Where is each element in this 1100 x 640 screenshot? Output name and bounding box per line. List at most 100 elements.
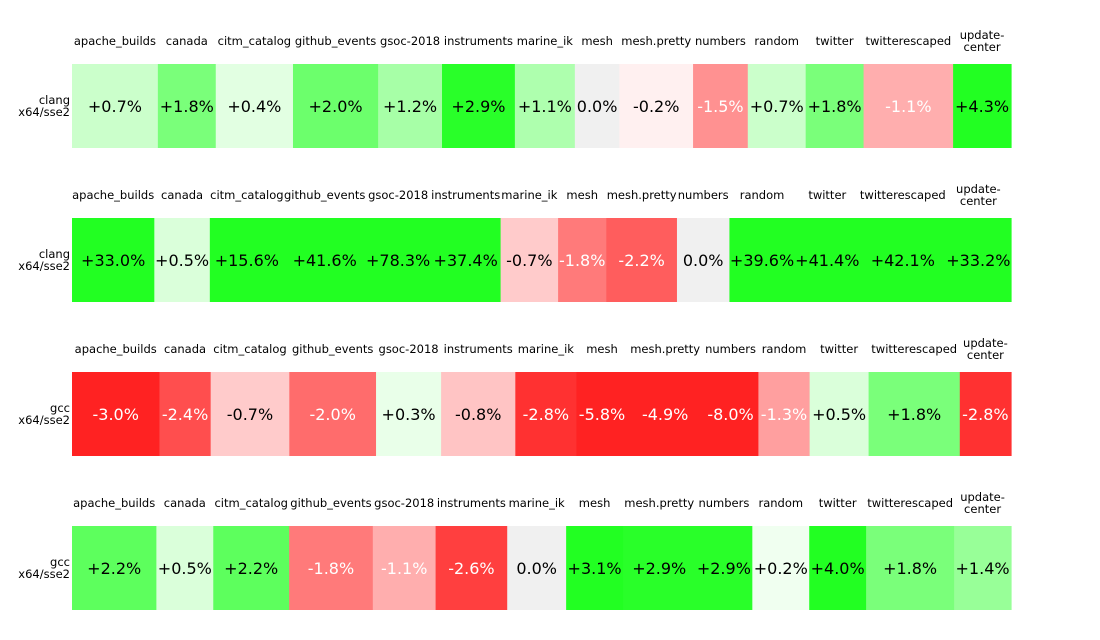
cell-value-label: -1.1% bbox=[381, 559, 427, 578]
column-header-label: twitter bbox=[819, 496, 857, 510]
column-header-label: mesh.pretty bbox=[621, 34, 691, 48]
column-header-label: citm_catalog bbox=[210, 188, 283, 202]
cell-value-label: -2.2% bbox=[618, 251, 664, 270]
heatmap-cell bbox=[378, 64, 443, 148]
row-label-line: x64/sse2 bbox=[18, 259, 70, 273]
heatmap-cell bbox=[729, 218, 796, 302]
cell-value-label: -3.0% bbox=[93, 405, 139, 424]
column-header-label: twitter bbox=[820, 342, 858, 356]
cell-value-label: +0.5% bbox=[812, 405, 866, 424]
cell-value-label: +0.7% bbox=[750, 97, 804, 116]
heatmap-cell bbox=[156, 526, 214, 610]
row-label-line: x64/sse2 bbox=[18, 567, 70, 581]
heatmap-cell bbox=[72, 526, 157, 610]
heatmap-cell bbox=[507, 526, 567, 610]
heatmap-cell bbox=[954, 526, 1012, 610]
column-header-label: github_events bbox=[292, 342, 373, 356]
cell-value-label: +0.5% bbox=[155, 251, 209, 270]
column-header-label: mesh bbox=[566, 188, 598, 202]
heatmap-cell bbox=[576, 372, 629, 456]
heatmap-cell bbox=[365, 218, 432, 302]
cell-value-label: -2.6% bbox=[448, 559, 494, 578]
heatmap-cell bbox=[442, 64, 516, 148]
cell-value-label: +78.3% bbox=[366, 251, 430, 270]
heatmap-cell bbox=[809, 526, 867, 610]
heatmap-cell bbox=[72, 64, 159, 148]
column-header-label: gsoc-2018 bbox=[374, 496, 434, 510]
row-label-line: clang bbox=[39, 93, 70, 107]
column-header-label: canada bbox=[166, 34, 208, 48]
heatmap-cell bbox=[809, 372, 870, 456]
heatmap-cell bbox=[623, 526, 697, 610]
cell-value-label: +1.8% bbox=[887, 405, 941, 424]
cell-value-label: +0.2% bbox=[754, 559, 808, 578]
heatmap-cell bbox=[289, 526, 374, 610]
heatmap-cell bbox=[283, 218, 367, 302]
heatmap-cell bbox=[702, 372, 760, 456]
cell-value-label: +41.6% bbox=[293, 251, 357, 270]
heatmap-cell bbox=[959, 372, 1012, 456]
cell-value-label: +0.3% bbox=[382, 405, 436, 424]
heatmap-cell bbox=[627, 372, 704, 456]
heatmap-cell bbox=[953, 64, 1012, 148]
column-header-label: instruments bbox=[431, 188, 500, 202]
column-header-label: apache_builds bbox=[74, 34, 156, 48]
column-header-label: mesh.pretty bbox=[624, 496, 694, 510]
row-label-line: x64/sse2 bbox=[18, 413, 70, 427]
column-header-label: center bbox=[964, 502, 1001, 516]
heatmap-cell bbox=[210, 372, 290, 456]
column-header-label: mesh bbox=[581, 34, 613, 48]
heatmap-cell bbox=[863, 64, 954, 148]
cell-value-label: 0.0% bbox=[516, 559, 557, 578]
cell-value-label: -1.1% bbox=[885, 97, 931, 116]
cell-value-label: -4.9% bbox=[642, 405, 688, 424]
column-header-label: numbers bbox=[698, 496, 749, 510]
column-header-label: gsoc-2018 bbox=[379, 342, 439, 356]
column-header-label: github_events bbox=[284, 188, 365, 202]
heatmap-cell bbox=[292, 64, 379, 148]
row-label-line: gcc bbox=[50, 555, 70, 569]
heatmap-cell bbox=[215, 64, 294, 148]
column-header-label: mesh.pretty bbox=[607, 188, 677, 202]
cell-value-label: +1.4% bbox=[956, 559, 1010, 578]
cell-value-label: +3.1% bbox=[568, 559, 622, 578]
heatmap-cell bbox=[566, 526, 624, 610]
cell-value-label: +41.4% bbox=[795, 251, 859, 270]
column-header-label: center bbox=[964, 40, 1001, 54]
cell-value-label: +42.1% bbox=[871, 251, 935, 270]
heatmap-cell bbox=[500, 218, 559, 302]
row-label-line: gcc bbox=[50, 401, 70, 415]
cell-value-label: -5.8% bbox=[579, 405, 625, 424]
cell-value-label: -2.8% bbox=[523, 405, 569, 424]
heatmap-cell bbox=[695, 526, 753, 610]
column-header-label: mesh bbox=[579, 496, 611, 510]
cell-value-label: +33.0% bbox=[81, 251, 145, 270]
heatmap-cell bbox=[515, 372, 578, 456]
heatmap-cell bbox=[693, 64, 749, 148]
cell-value-label: +39.6% bbox=[730, 251, 794, 270]
cell-value-label: +0.5% bbox=[158, 559, 212, 578]
heatmap-cell bbox=[805, 64, 865, 148]
column-header-label: update- bbox=[963, 336, 1008, 350]
cell-value-label: -1.5% bbox=[697, 97, 743, 116]
cell-value-label: +33.2% bbox=[946, 251, 1010, 270]
column-header-label: github_events bbox=[290, 496, 371, 510]
cell-value-label: +2.9% bbox=[697, 559, 751, 578]
heatmap-cell bbox=[441, 372, 516, 456]
heatmap-cell bbox=[376, 372, 442, 456]
column-header-label: update- bbox=[960, 490, 1005, 504]
heatmap-cell bbox=[619, 64, 694, 148]
column-header-label: numbers bbox=[695, 34, 746, 48]
column-header-label: gsoc-2018 bbox=[368, 188, 428, 202]
heatmap-cell bbox=[558, 218, 607, 302]
column-header-label: random bbox=[740, 188, 785, 202]
cell-value-label: -2.8% bbox=[962, 405, 1008, 424]
heatmap-cell bbox=[213, 526, 290, 610]
cell-value-label: +2.9% bbox=[451, 97, 505, 116]
heatmap-cell bbox=[159, 372, 212, 456]
column-header-label: apache_builds bbox=[75, 342, 157, 356]
column-header-label: update- bbox=[960, 28, 1005, 42]
cell-value-label: -1.8% bbox=[559, 251, 605, 270]
